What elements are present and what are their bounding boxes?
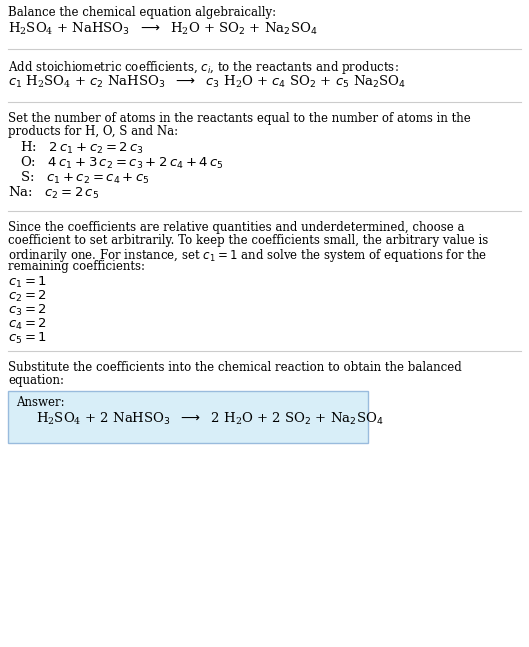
- Text: Add stoichiometric coefficients, $c_i$, to the reactants and products:: Add stoichiometric coefficients, $c_i$, …: [8, 59, 399, 76]
- Text: Answer:: Answer:: [16, 396, 65, 409]
- Text: Set the number of atoms in the reactants equal to the number of atoms in the: Set the number of atoms in the reactants…: [8, 112, 471, 125]
- Text: Balance the chemical equation algebraically:: Balance the chemical equation algebraica…: [8, 6, 276, 19]
- Text: Since the coefficients are relative quantities and underdetermined, choose a: Since the coefficients are relative quan…: [8, 221, 464, 234]
- Text: $c_4 = 2$: $c_4 = 2$: [8, 317, 47, 332]
- Text: $c_3 = 2$: $c_3 = 2$: [8, 303, 47, 318]
- Text: Substitute the coefficients into the chemical reaction to obtain the balanced: Substitute the coefficients into the che…: [8, 361, 462, 374]
- Text: $\mathregular{H_2SO_4}$ + 2 NaHSO$_3$  $\longrightarrow$  2 $\mathregular{H_2}$O: $\mathregular{H_2SO_4}$ + 2 NaHSO$_3$ $\…: [36, 411, 384, 427]
- Text: $\mathregular{H_2SO_4}$ + NaHSO$_3$  $\longrightarrow$  $\mathregular{H_2}$O + S: $\mathregular{H_2SO_4}$ + NaHSO$_3$ $\lo…: [8, 21, 317, 37]
- Text: products for H, O, S and Na:: products for H, O, S and Na:: [8, 125, 178, 138]
- Text: equation:: equation:: [8, 374, 64, 387]
- Text: coefficient to set arbitrarily. To keep the coefficients small, the arbitrary va: coefficient to set arbitrarily. To keep …: [8, 234, 488, 247]
- Text: $c_1$ $\mathregular{H_2SO_4}$ + $c_2$ NaHSO$_3$  $\longrightarrow$  $c_3$ $\math: $c_1$ $\mathregular{H_2SO_4}$ + $c_2$ Na…: [8, 74, 406, 90]
- Text: ordinarily one. For instance, set $c_1 = 1$ and solve the system of equations fo: ordinarily one. For instance, set $c_1 =…: [8, 247, 487, 264]
- Text: remaining coefficients:: remaining coefficients:: [8, 260, 145, 273]
- Text: $c_2 = 2$: $c_2 = 2$: [8, 289, 47, 304]
- Text: Na:   $c_2 = 2\,c_5$: Na: $c_2 = 2\,c_5$: [8, 185, 99, 201]
- Text: H:   $2\,c_1 + c_2 = 2\,c_3$: H: $2\,c_1 + c_2 = 2\,c_3$: [20, 140, 144, 156]
- Text: S:   $c_1 + c_2 = c_4 + c_5$: S: $c_1 + c_2 = c_4 + c_5$: [20, 170, 150, 186]
- Text: $c_1 = 1$: $c_1 = 1$: [8, 275, 47, 290]
- Text: O:   $4\,c_1 + 3\,c_2 = c_3 + 2\,c_4 + 4\,c_5$: O: $4\,c_1 + 3\,c_2 = c_3 + 2\,c_4 + 4\,…: [20, 155, 224, 171]
- FancyBboxPatch shape: [8, 391, 368, 443]
- Text: $c_5 = 1$: $c_5 = 1$: [8, 331, 47, 346]
